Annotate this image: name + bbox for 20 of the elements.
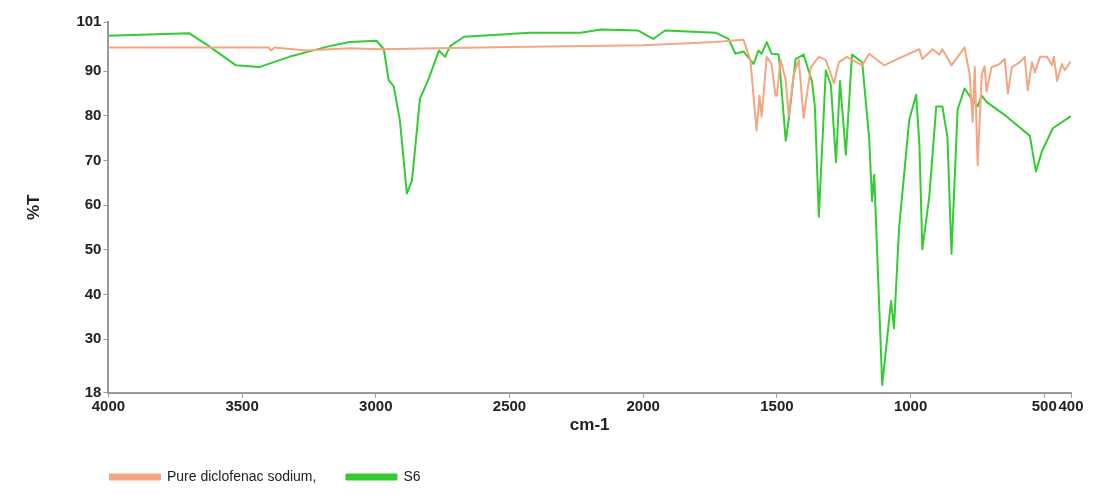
x-tick-label: 400 bbox=[1058, 396, 1084, 414]
y-tick-label: 30 bbox=[84, 329, 102, 347]
x-tick-label: 2000 bbox=[626, 396, 660, 414]
y-tick-label: 60 bbox=[84, 195, 102, 213]
y-tick-label: 50 bbox=[84, 239, 102, 257]
y-tick-label: 40 bbox=[84, 284, 102, 302]
x-tick-label: 500 bbox=[1031, 396, 1057, 414]
x-tick-label: 1500 bbox=[760, 396, 794, 414]
x-tick-label: 3500 bbox=[225, 396, 259, 414]
y-tick-label: 101 bbox=[76, 12, 102, 30]
y-tick-label: 80 bbox=[84, 105, 102, 123]
y-axis-title: %T bbox=[23, 193, 43, 221]
y-tick-label: 70 bbox=[84, 150, 102, 168]
x-tick-label: 1000 bbox=[893, 396, 928, 414]
legend-label: S6 bbox=[403, 467, 421, 484]
y-tick-label: 90 bbox=[84, 61, 102, 79]
x-axis-title: cm-1 bbox=[569, 415, 610, 435]
x-tick-label: 3000 bbox=[359, 396, 393, 414]
legend-label: Pure diclofenac sodium, bbox=[167, 467, 317, 484]
x-tick-label: 2500 bbox=[492, 396, 527, 414]
